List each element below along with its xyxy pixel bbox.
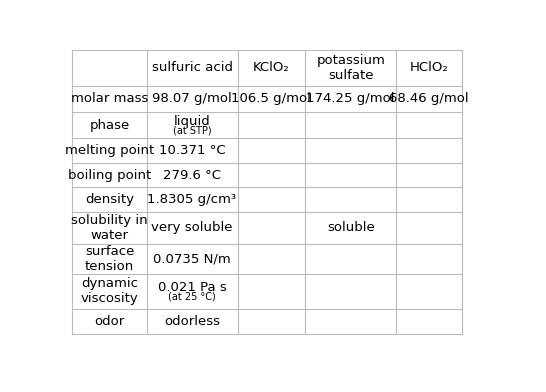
Text: boiling point: boiling point — [68, 169, 151, 181]
Text: density: density — [85, 193, 134, 206]
Text: sulfuric acid: sulfuric acid — [152, 62, 233, 74]
Text: potassium
sulfate: potassium sulfate — [316, 54, 385, 82]
Text: surface
tension: surface tension — [85, 245, 134, 273]
Text: 98.07 g/mol: 98.07 g/mol — [152, 93, 232, 105]
Text: (at STP): (at STP) — [173, 125, 211, 136]
Text: molar mass: molar mass — [71, 93, 148, 105]
Text: 68.46 g/mol: 68.46 g/mol — [389, 93, 469, 105]
Text: liquid: liquid — [174, 114, 210, 128]
Text: 0.0735 N/m: 0.0735 N/m — [153, 252, 231, 265]
Text: melting point: melting point — [65, 144, 154, 157]
Text: odor: odor — [94, 315, 124, 328]
Text: phase: phase — [90, 118, 129, 132]
Text: very soluble: very soluble — [151, 221, 233, 234]
Text: 10.371 °C: 10.371 °C — [159, 144, 225, 157]
Text: dynamic
viscosity: dynamic viscosity — [81, 278, 138, 305]
Text: 0.021 Pa s: 0.021 Pa s — [158, 281, 227, 294]
Text: soluble: soluble — [327, 221, 375, 234]
Text: 174.25 g/mol: 174.25 g/mol — [306, 93, 395, 105]
Text: 279.6 °C: 279.6 °C — [163, 169, 221, 181]
Text: 106.5 g/mol: 106.5 g/mol — [232, 93, 311, 105]
Text: odorless: odorless — [164, 315, 220, 328]
Text: 1.8305 g/cm³: 1.8305 g/cm³ — [147, 193, 236, 206]
Text: HClO₂: HClO₂ — [410, 62, 448, 74]
Text: solubility in
water: solubility in water — [71, 214, 148, 242]
Text: KClO₂: KClO₂ — [253, 62, 290, 74]
Text: (at 25 °C): (at 25 °C) — [168, 292, 216, 302]
